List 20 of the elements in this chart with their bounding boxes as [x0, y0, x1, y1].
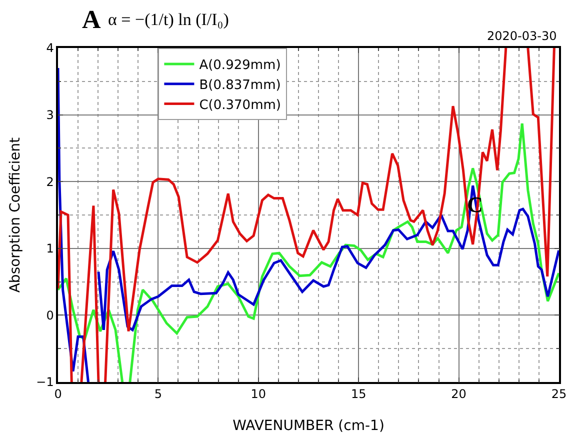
x-tick-label: 5 — [154, 387, 162, 402]
annotation: C — [467, 192, 483, 217]
text: A — [82, 5, 101, 34]
x-axis-title: WAVENUMBER (cm-1) — [232, 418, 384, 434]
y-tick-label: 4 — [46, 41, 54, 56]
x-tick-label: 20 — [451, 387, 466, 402]
legend-label: B(0.837mm) — [199, 78, 281, 93]
y-tick-label: 2 — [46, 174, 54, 189]
legend-label: A(0.929mm) — [199, 58, 281, 74]
x-tick-label: 15 — [350, 387, 366, 402]
text: α = −(1/t) ln (I/I₀) — [108, 10, 229, 29]
y-axis-title: Absorption Coefficient — [8, 136, 24, 293]
legend-label: C(0.370mm) — [199, 98, 281, 113]
y-tick-label: −1 — [36, 375, 54, 390]
text: 2020-03-30 — [487, 29, 557, 43]
x-tick-label: 10 — [250, 387, 266, 402]
y-tick-label: 0 — [46, 308, 54, 322]
x-tick-label: 25 — [551, 387, 567, 402]
y-tick-label: 3 — [46, 108, 54, 122]
y-tick-label: 1 — [46, 242, 54, 256]
